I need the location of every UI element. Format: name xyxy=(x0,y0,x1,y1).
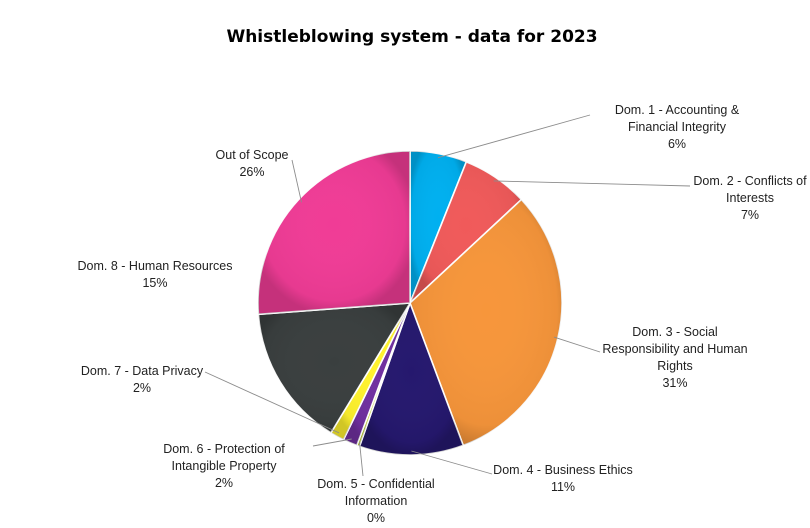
leader-line-9 xyxy=(291,159,302,203)
slice-percent: 26% xyxy=(239,165,264,179)
slice-label-line: Dom. 5 - Confidential xyxy=(317,477,434,491)
slice-label-2: Dom. 2 - Conflicts of Interests 7% xyxy=(693,174,807,222)
slice-percent: 2% xyxy=(215,476,233,490)
slice-label-line: Dom. 6 - Protection of xyxy=(163,442,285,456)
slice-label-3: Dom. 3 - Social Responsibility and Human R… xyxy=(602,325,747,390)
slice-label-8: Dom. 8 - Human Resources 15% xyxy=(78,259,233,290)
leader-line-5 xyxy=(359,442,364,477)
chart-title: Whistleblowing system - data for 2023 xyxy=(226,27,597,47)
slice-percent: 6% xyxy=(668,137,686,151)
slice-label-1: Dom. 1 - Accounting & Financial Integrity… xyxy=(615,103,740,151)
slice-percent: 15% xyxy=(142,276,167,290)
slice-labels: Dom. 1 - Accounting & Financial Integrity… xyxy=(78,103,808,525)
slice-label-line: Dom. 1 - Accounting & xyxy=(615,103,740,117)
slice-label-line: Information xyxy=(345,494,408,508)
slice-label-4: Dom. 4 - Business Ethics 11% xyxy=(493,463,633,494)
slice-label-line: Dom. 4 - Business Ethics xyxy=(493,463,633,477)
slice-label-line: Dom. 7 - Data Privacy xyxy=(81,364,204,378)
slice-label-5: Dom. 5 - Confidential Information 0% xyxy=(317,477,434,525)
slice-percent: 11% xyxy=(551,480,575,494)
leader-line-7 xyxy=(204,371,340,434)
slice-percent: 7% xyxy=(741,208,759,222)
leader-line-4 xyxy=(411,450,493,475)
slice-label-line: Dom. 3 - Social xyxy=(632,325,717,339)
slice-label-line: Rights xyxy=(657,359,692,373)
slice-label-line: Interests xyxy=(726,191,774,205)
slice-label-line: Out of Scope xyxy=(216,148,289,162)
leader-line-3 xyxy=(553,336,601,353)
slice-percent: 2% xyxy=(133,381,151,395)
slice-label-line: Dom. 2 - Conflicts of xyxy=(693,174,807,188)
slice-percent: 0% xyxy=(367,511,385,525)
slice-label-line: Intangible Property xyxy=(172,459,278,473)
pie-slices xyxy=(257,150,563,456)
slice-label-7: Dom. 7 - Data Privacy 2% xyxy=(81,364,204,395)
leader-line-1 xyxy=(437,114,591,159)
slice-label-9: Out of Scope 26% xyxy=(216,148,289,179)
slice-label-line: Responsibility and Human xyxy=(602,342,747,356)
leader-lines xyxy=(204,114,691,477)
slice-label-line: Dom. 8 - Human Resources xyxy=(78,259,233,273)
slice-label-6: Dom. 6 - Protection of Intangible Propert… xyxy=(163,442,285,490)
slice-percent: 31% xyxy=(662,376,687,390)
slice-label-line: Financial Integrity xyxy=(628,120,727,134)
leader-line-2 xyxy=(493,180,691,187)
leader-line-6 xyxy=(312,438,352,447)
pie-slice-9 xyxy=(257,150,411,316)
